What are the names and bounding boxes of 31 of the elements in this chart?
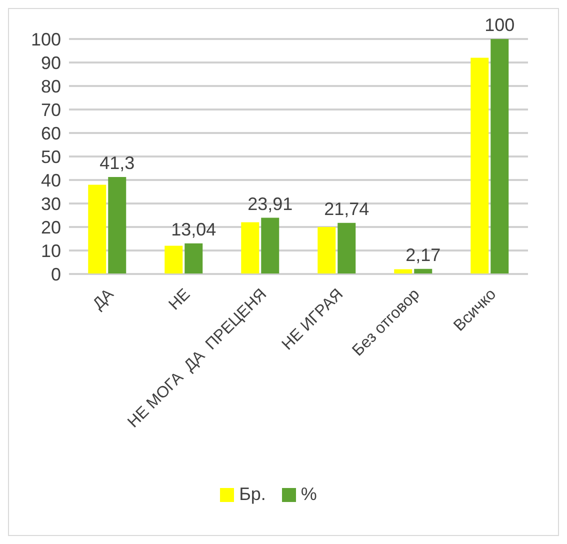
- data-label: 100: [484, 15, 515, 35]
- y-tick-label: 60: [40, 123, 61, 144]
- legend-label: %: [300, 484, 317, 505]
- bar: [241, 222, 260, 274]
- data-label: 23,91: [248, 194, 293, 214]
- bar: [470, 58, 489, 274]
- y-tick-label: 50: [40, 146, 61, 167]
- x-tick-label: ДА: [90, 286, 118, 314]
- data-label: 21,74: [324, 198, 370, 219]
- bar: [184, 243, 203, 274]
- y-tick-label: 40: [40, 170, 61, 190]
- bar: [261, 218, 280, 274]
- y-tick-label: 70: [40, 100, 61, 120]
- bar: [164, 246, 183, 274]
- y-tick-label: 100: [30, 29, 61, 50]
- legend-label: Бр.: [239, 484, 266, 505]
- y-tick-label: 10: [40, 240, 61, 261]
- bar: [318, 227, 336, 274]
- y-tick-label: 0: [50, 264, 61, 284]
- bar: [108, 176, 126, 274]
- y-tick-label: 30: [40, 194, 61, 214]
- y-tick-label: 20: [40, 217, 61, 238]
- data-label: 41,3: [100, 152, 135, 173]
- bar: [490, 39, 509, 274]
- y-tick-label: 90: [40, 52, 61, 73]
- bar: [338, 222, 356, 274]
- y-tick-label: 80: [40, 76, 61, 96]
- bar: [88, 184, 106, 274]
- data-label: 13,04: [171, 219, 216, 240]
- x-tick-label: НЕ: [166, 286, 194, 314]
- data-label: 2,17: [406, 244, 441, 265]
